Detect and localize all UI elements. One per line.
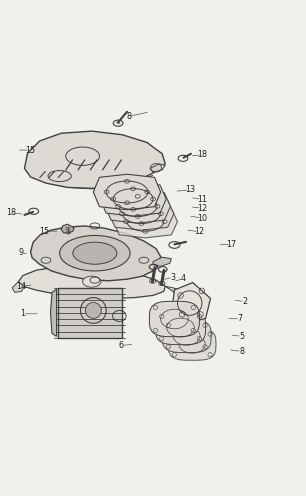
Polygon shape xyxy=(109,197,174,230)
Text: 18: 18 xyxy=(7,208,17,217)
Polygon shape xyxy=(150,164,165,172)
Text: 8: 8 xyxy=(126,112,131,121)
Polygon shape xyxy=(155,310,206,345)
Polygon shape xyxy=(162,319,211,353)
Ellipse shape xyxy=(83,276,101,287)
Text: 18: 18 xyxy=(197,150,207,159)
Text: 5: 5 xyxy=(239,332,244,341)
Polygon shape xyxy=(149,301,200,337)
Text: 11: 11 xyxy=(197,194,207,203)
Text: 6: 6 xyxy=(118,341,123,350)
Polygon shape xyxy=(99,184,129,196)
Text: 3: 3 xyxy=(170,273,175,282)
Ellipse shape xyxy=(73,242,117,264)
Text: 8: 8 xyxy=(239,347,244,356)
Text: 12: 12 xyxy=(194,227,204,236)
Text: 7: 7 xyxy=(238,314,243,323)
Ellipse shape xyxy=(60,236,130,271)
Text: 10: 10 xyxy=(197,213,207,223)
Polygon shape xyxy=(100,182,166,216)
Polygon shape xyxy=(113,205,177,238)
Polygon shape xyxy=(24,131,165,188)
Polygon shape xyxy=(61,224,74,233)
Polygon shape xyxy=(58,288,122,338)
Polygon shape xyxy=(172,283,211,323)
Polygon shape xyxy=(50,289,57,336)
Text: 9: 9 xyxy=(19,248,24,257)
Text: 13: 13 xyxy=(185,186,195,194)
Text: 14: 14 xyxy=(17,282,26,291)
Text: 2: 2 xyxy=(242,297,247,306)
Text: 17: 17 xyxy=(226,240,236,249)
Polygon shape xyxy=(31,226,161,281)
Text: 1: 1 xyxy=(21,310,25,318)
Text: 12: 12 xyxy=(197,204,207,213)
Polygon shape xyxy=(18,266,165,299)
Polygon shape xyxy=(153,257,171,266)
Polygon shape xyxy=(43,175,153,189)
Text: 15: 15 xyxy=(39,227,50,236)
Polygon shape xyxy=(168,328,216,360)
Polygon shape xyxy=(12,282,24,292)
Text: 15: 15 xyxy=(25,146,36,155)
Polygon shape xyxy=(93,174,161,210)
Polygon shape xyxy=(105,189,170,223)
Ellipse shape xyxy=(85,303,101,318)
Text: 4: 4 xyxy=(181,274,186,283)
Polygon shape xyxy=(165,286,182,295)
